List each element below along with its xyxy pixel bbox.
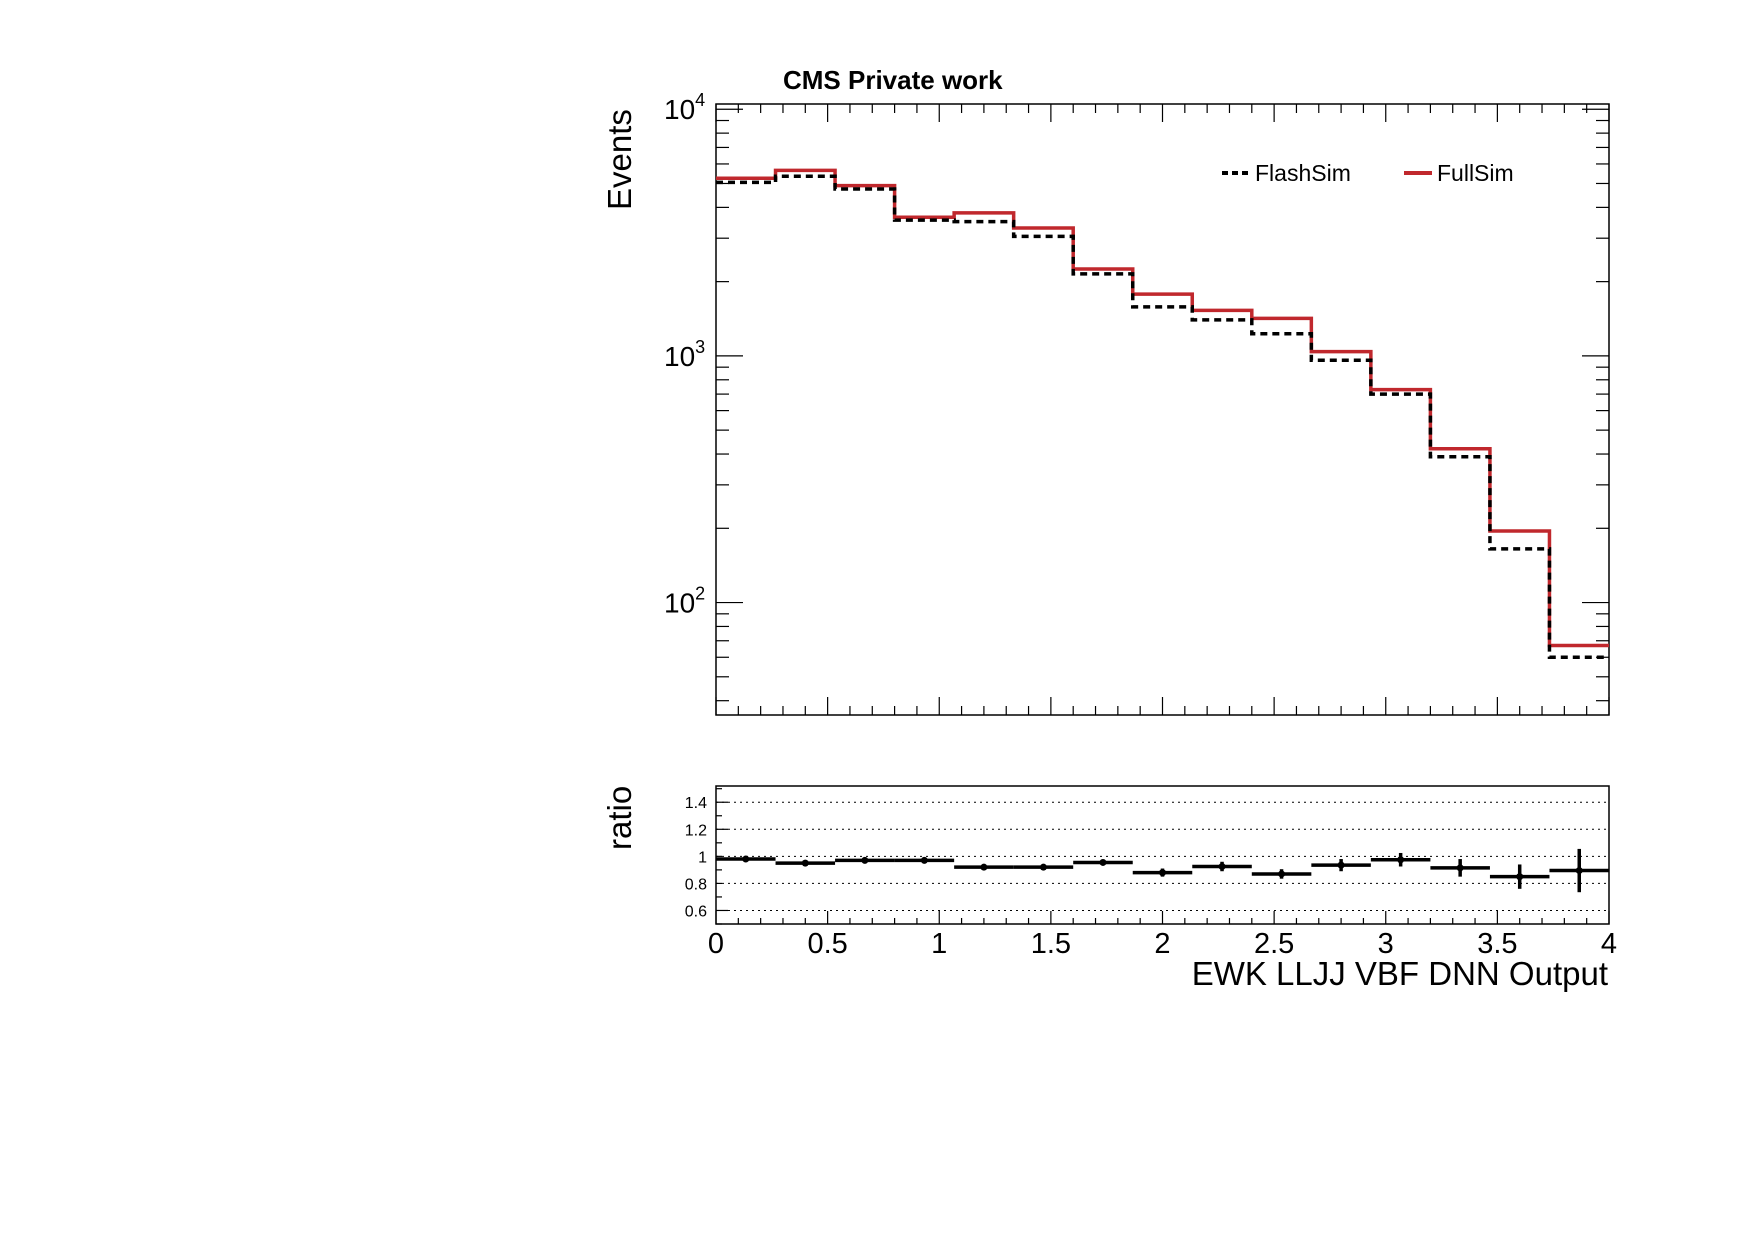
x-tick-label: 0.5 [807, 928, 847, 960]
ratio-point [835, 856, 895, 864]
ratio-point [1311, 859, 1371, 872]
ratio-point [775, 859, 836, 867]
x-tick-label: 2.5 [1254, 928, 1294, 960]
y-tick-label: 102 [664, 584, 705, 619]
ratio-marker [1278, 870, 1286, 878]
ratio-point [1192, 861, 1252, 872]
chart-title: CMS Private work [783, 65, 1003, 95]
x-tick-label: 3 [1378, 928, 1394, 960]
y-tick-label-exponent: 2 [695, 584, 705, 604]
ratio-point [1132, 868, 1193, 877]
x-tick-label: 4 [1601, 928, 1617, 960]
ratio-point [954, 863, 1014, 871]
series-fullsim-line [716, 168, 1609, 648]
ratio-plot-frame [715, 785, 1610, 925]
ratio-point [1549, 848, 1609, 893]
y-tick-label-base: 10 [664, 341, 695, 372]
x-tick-label: 3.5 [1477, 928, 1517, 960]
ratio-point [1073, 858, 1133, 866]
ratio-point [1370, 852, 1431, 867]
ratio-plot-ticks [715, 788, 1610, 925]
x-tick-label: 1.5 [1031, 928, 1071, 960]
y-axis-label: Events [601, 109, 638, 210]
ratio-marker [861, 856, 869, 864]
ratio-marker [980, 863, 988, 871]
ratio-marker [1337, 861, 1345, 869]
legend-fullsim-label: FullSim [1437, 160, 1514, 186]
ratio-marker [1516, 873, 1524, 881]
ratio-marker [1456, 864, 1464, 872]
x-tick-labels: 0 0.5 1 1.5 2 2.5 3 3.5 4 [708, 928, 1617, 960]
x-axis-label: EWK LLJJ VBF DNN Output [1192, 955, 1608, 992]
ratio-marker [1099, 858, 1107, 866]
ratio-point [1430, 859, 1490, 877]
y-tick-label-exponent: 4 [695, 90, 705, 110]
main-plot-frame [715, 103, 1610, 716]
ratio-marker [801, 859, 809, 867]
series-flashsim-line [716, 174, 1609, 660]
ratio-y-tick-label: 1.2 [685, 822, 707, 839]
y-tick-label-base: 10 [664, 94, 695, 125]
ratio-marker [1159, 869, 1166, 877]
main-plot-ticks [715, 104, 1610, 715]
ratio-point [1251, 869, 1312, 879]
x-tick-label: 1 [931, 928, 947, 960]
legend: FlashSim FullSim [1222, 160, 1514, 186]
ratio-gridlines [716, 801, 1609, 911]
ratio-point [894, 856, 955, 864]
ratio-point [1489, 864, 1550, 889]
ratio-marker [1397, 856, 1405, 864]
y-tick-label: 104 [664, 90, 705, 125]
ratio-y-tick-label: 0.6 [685, 903, 707, 920]
y-tick-label-base: 10 [664, 588, 695, 619]
y-tick-label: 103 [664, 337, 705, 372]
ratio-y-tick-labels: 0.6 0.8 1 1.2 1.4 [685, 795, 707, 920]
ratio-marker [920, 856, 928, 864]
ratio-marker [1575, 867, 1583, 875]
x-tick-label: 2 [1154, 928, 1170, 960]
ratio-axis-label: ratio [601, 786, 638, 850]
ratio-point [1013, 863, 1074, 871]
ratio-marker [1039, 863, 1047, 871]
ratio-y-tick-label: 1.4 [685, 795, 707, 812]
x-tick-label: 0 [708, 928, 724, 960]
ratio-y-tick-label: 0.8 [685, 876, 707, 893]
ratio-marker [742, 855, 750, 863]
y-tick-label-exponent: 3 [695, 337, 705, 357]
ratio-point [716, 855, 776, 863]
legend-flashsim-label: FlashSim [1255, 160, 1351, 186]
ratio-points-layer [716, 848, 1609, 893]
histogram-layer [716, 168, 1609, 660]
ratio-marker [1218, 863, 1226, 870]
ratio-y-tick-label: 1 [698, 849, 707, 866]
